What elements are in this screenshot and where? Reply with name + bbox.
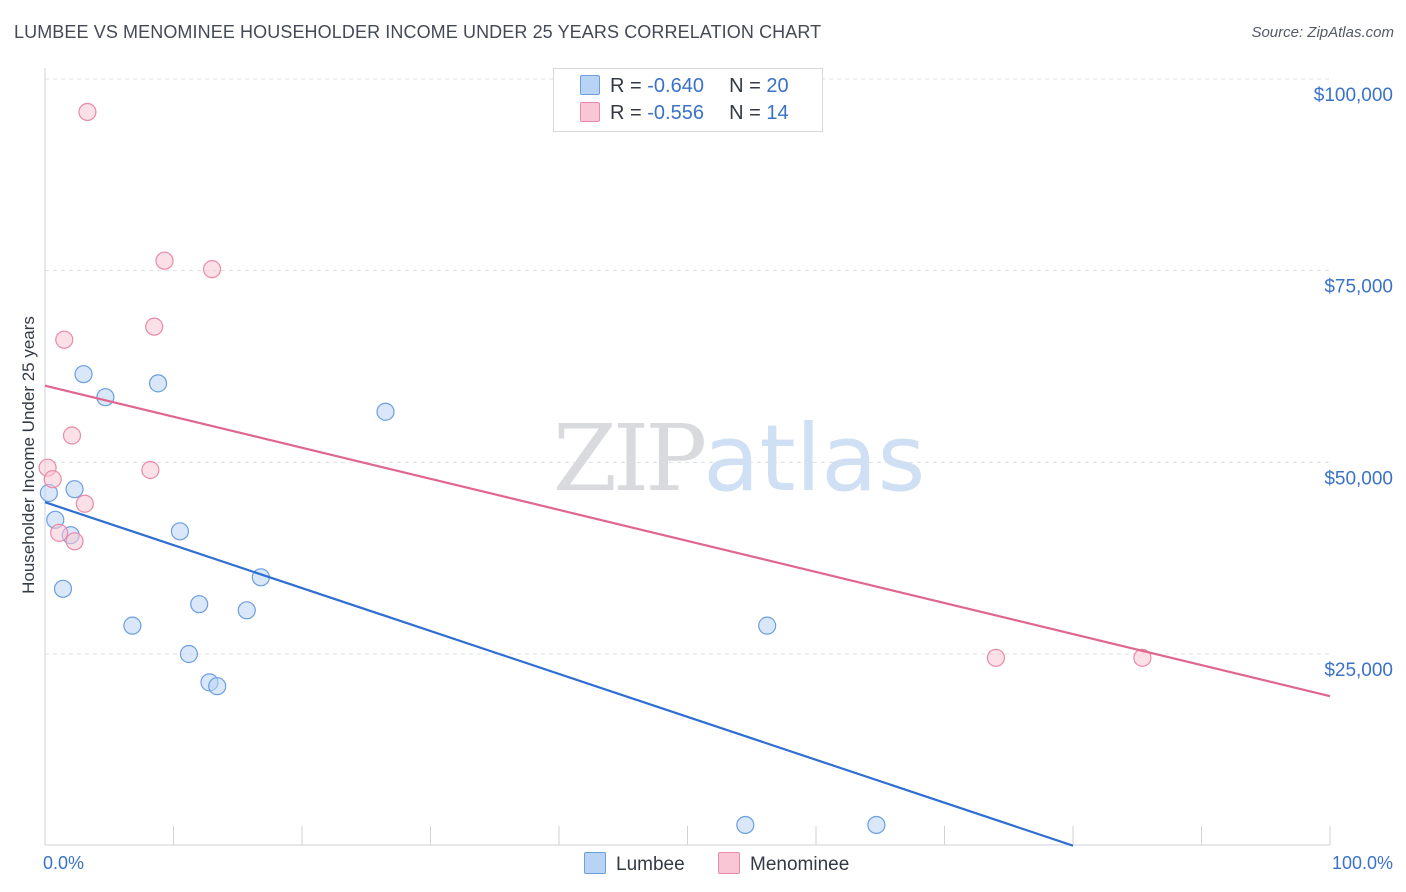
legend-n-label: N = [729, 102, 761, 124]
data-point-lumbee [237, 601, 256, 620]
y-tick-label: $75,000 [1324, 277, 1393, 298]
bottom-legend-swatch-menominee [718, 852, 740, 874]
correlation-legend: R = -0.640 N = 20 R = -0.556 N = 14 [553, 68, 823, 132]
legend-row-lumbee: R = -0.640 N = 20 [580, 75, 789, 99]
data-point-lumbee [170, 522, 190, 541]
watermark-zip: ZIP [553, 405, 707, 512]
data-point-menominee [75, 494, 94, 513]
data-point-menominee [50, 523, 69, 542]
bottom-legend-label-lumbee: Lumbee [616, 854, 685, 875]
data-point-lumbee [65, 480, 84, 499]
y-tick-label: $100,000 [1314, 85, 1393, 106]
trend-line-lumbee [44, 501, 1074, 847]
data-point-menominee [55, 330, 74, 349]
bottom-legend-lumbee: Lumbee [584, 852, 685, 876]
x-tick-label-max: 100.0% [1332, 853, 1393, 873]
legend-n-value: 14 [766, 102, 789, 124]
data-point-lumbee [74, 365, 93, 384]
data-point-lumbee [376, 402, 395, 421]
data-point-menominee [986, 648, 1006, 667]
data-point-menominee [65, 532, 84, 551]
y-tick-label: $25,000 [1324, 660, 1393, 681]
legend-n-value: 20 [766, 75, 789, 97]
legend-swatch-menominee [580, 102, 600, 122]
data-point-lumbee [179, 644, 199, 664]
data-point-lumbee [123, 616, 142, 635]
trend-line-menominee [44, 384, 1331, 698]
data-point-lumbee [867, 815, 886, 835]
data-point-lumbee [96, 388, 115, 407]
data-point-menominee [78, 102, 97, 122]
chart-title: LUMBEE VS MENOMINEE HOUSEHOLDER INCOME U… [14, 22, 822, 42]
data-point-menominee [43, 470, 62, 489]
legend-n-label: N = [729, 75, 761, 97]
x-tick-label-min: 0.0% [43, 853, 84, 873]
data-point-menominee [141, 460, 160, 480]
legend-row-menominee: R = -0.556 N = 14 [580, 102, 789, 126]
legend-r-value: -0.556 [647, 102, 704, 124]
data-point-lumbee [53, 579, 73, 598]
bottom-legend-menominee: Menominee [718, 852, 849, 876]
data-point-lumbee [736, 815, 755, 835]
bottom-legend-label-menominee: Menominee [750, 854, 850, 875]
y-tick-label: $50,000 [1324, 468, 1393, 489]
legend-r-label: R = [610, 75, 642, 97]
data-point-lumbee [208, 677, 227, 696]
data-point-lumbee [190, 595, 209, 614]
legend-r-label: R = [610, 102, 642, 124]
watermark-atlas: atlas [703, 405, 926, 512]
bottom-legend-swatch-lumbee [584, 852, 606, 874]
source-credit: Source: ZipAtlas.com [1251, 24, 1394, 41]
data-point-lumbee [758, 616, 777, 635]
data-point-menominee [145, 317, 164, 336]
data-point-lumbee [148, 374, 168, 393]
data-point-menominee [1133, 648, 1152, 667]
watermark: ZIPatlas [553, 405, 926, 512]
data-point-menominee [202, 260, 222, 279]
legend-swatch-lumbee [580, 75, 600, 95]
legend-r-value: -0.640 [647, 75, 704, 97]
data-point-menominee [155, 251, 174, 270]
data-point-menominee [62, 426, 82, 445]
